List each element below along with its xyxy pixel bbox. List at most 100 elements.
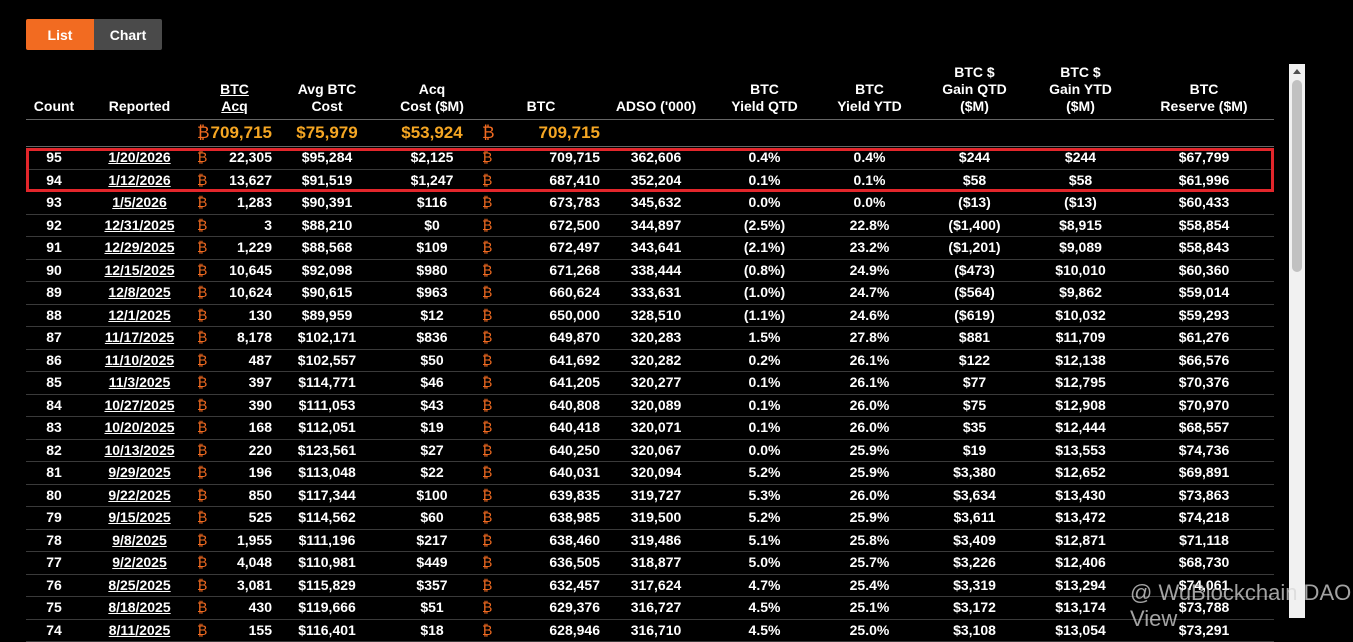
cell-yield-qtd: 0.1% bbox=[712, 416, 817, 440]
cell-gain-qtd: ($1,201) bbox=[922, 236, 1027, 260]
cell-avg-cost: $114,771 bbox=[272, 371, 382, 395]
reported-date-link[interactable]: 10/20/2025 bbox=[104, 419, 175, 435]
table-row: 90 12/15/2025 ₿ 10,645 $92,098 $980 ₿ 671,268 33… bbox=[26, 259, 1274, 282]
cell-btc-acq: ₿ 220 bbox=[197, 439, 272, 462]
reported-date-link[interactable]: 12/8/2025 bbox=[108, 284, 171, 300]
cell-adso: 319,486 bbox=[600, 529, 712, 552]
cell-adso: 320,071 bbox=[600, 416, 712, 440]
reported-date-link[interactable]: 1/12/2026 bbox=[108, 171, 171, 188]
cell-yield-qtd: (1.1%) bbox=[712, 304, 817, 327]
cell-btc-acq: ₿ 3,081 bbox=[197, 574, 272, 597]
reported-date-link[interactable]: 8/11/2025 bbox=[108, 621, 171, 638]
cell-adso: 319,500 bbox=[600, 506, 712, 530]
column-header-btc-acq[interactable]: BTC Acq bbox=[197, 64, 272, 120]
cell-gain-qtd: ($564) bbox=[922, 281, 1027, 305]
cell-reserve: $74,736 bbox=[1134, 439, 1274, 462]
cell-btc-acq: ₿ 1,955 bbox=[197, 529, 272, 552]
reported-date-link[interactable]: 11/17/2025 bbox=[104, 329, 175, 345]
reported-date-link[interactable]: 11/10/2025 bbox=[104, 351, 175, 368]
cell-avg-cost: $111,053 bbox=[272, 394, 382, 417]
table-row: 92 12/31/2025 ₿ 3 $88,210 $0 ₿ 672,500 344,897 (2… bbox=[26, 214, 1274, 237]
reported-date-link[interactable]: 9/2/2025 bbox=[112, 554, 167, 570]
cell-btc: ₿ 649,870 bbox=[482, 326, 600, 350]
reported-date-link[interactable]: 10/27/2025 bbox=[104, 396, 175, 413]
table-row: 94 1/12/2026 ₿ 13,627 $91,519 $1,247 ₿ 687,410 3… bbox=[26, 169, 1274, 192]
cell-avg-cost: $113,048 bbox=[272, 461, 382, 485]
cell-adso: 362,606 bbox=[600, 146, 712, 170]
reported-date-link[interactable]: 11/3/2025 bbox=[108, 374, 171, 390]
cell-count: 76 bbox=[26, 574, 82, 597]
cell-acq-cost: $116 bbox=[382, 191, 482, 215]
cell-avg-cost: $90,391 bbox=[272, 191, 382, 215]
column-header-label: BTC bbox=[750, 81, 779, 97]
reported-date-link[interactable]: 12/31/2025 bbox=[104, 216, 175, 233]
cell-reserve: $59,293 bbox=[1134, 304, 1274, 327]
cell-acq-cost: $51 bbox=[382, 596, 482, 620]
cell-btc-acq: ₿ 22,305 bbox=[197, 146, 272, 170]
cell-reported: 8/25/2025 bbox=[82, 574, 197, 597]
bitcoin-icon: ₿ bbox=[197, 374, 208, 390]
cell-reported: 10/13/2025 bbox=[82, 439, 197, 462]
bitcoin-icon: ₿ bbox=[482, 261, 493, 278]
scrollbar-thumb[interactable] bbox=[1292, 80, 1302, 272]
cell-adso: 320,094 bbox=[600, 461, 712, 485]
scroll-up-arrow-icon[interactable] bbox=[1289, 64, 1305, 78]
reported-date-link[interactable]: 8/25/2025 bbox=[108, 576, 171, 593]
cell-yield-qtd: 0.2% bbox=[712, 349, 817, 372]
cell-btc: ₿ 629,376 bbox=[482, 596, 600, 620]
cell-count: 87 bbox=[26, 326, 82, 350]
column-header-count: Count bbox=[26, 64, 82, 120]
cell-avg-cost: $119,666 bbox=[272, 596, 382, 620]
bitcoin-icon: ₿ bbox=[197, 396, 208, 413]
cell-yield-ytd: 26.0% bbox=[817, 394, 922, 417]
cell-btc-acq: ₿ 13,627 bbox=[197, 169, 272, 192]
cell-count: 74 bbox=[26, 619, 82, 642]
cell-gain-ytd: $13,553 bbox=[1027, 439, 1134, 462]
bitcoin-icon: ₿ bbox=[197, 284, 208, 300]
column-header-label: ADSO ('000) bbox=[615, 98, 697, 114]
column-header-label: ($M) bbox=[1066, 98, 1095, 114]
cell-btc-acq: ₿ 1,283 bbox=[197, 191, 272, 215]
cell-acq-cost: $357 bbox=[382, 574, 482, 597]
reported-date-link[interactable]: 9/15/2025 bbox=[108, 509, 171, 525]
cell-gain-ytd: $244 bbox=[1027, 146, 1134, 170]
reported-date-link[interactable]: 10/13/2025 bbox=[104, 441, 175, 458]
cell-yield-ytd: 27.8% bbox=[817, 326, 922, 350]
cell-reserve: $68,557 bbox=[1134, 416, 1274, 440]
bitcoin-icon: ₿ bbox=[197, 441, 208, 458]
cell-btc-acq: ₿ 155 bbox=[197, 619, 272, 642]
cell-btc: ₿ 673,783 bbox=[482, 191, 600, 215]
reported-date-link[interactable]: 12/1/2025 bbox=[108, 306, 171, 323]
reported-date-link[interactable]: 1/20/2026 bbox=[108, 149, 171, 165]
bitcoin-icon: ₿ bbox=[482, 599, 493, 615]
cell-reserve: $69,891 bbox=[1134, 461, 1274, 485]
column-header-gain-qtd: BTC $ Gain QTD ($M) bbox=[922, 64, 1027, 120]
cell-gain-qtd: $3,380 bbox=[922, 461, 1027, 485]
totals-acq-cost: $53,924 bbox=[382, 119, 482, 147]
cell-adso: 320,277 bbox=[600, 371, 712, 395]
chart-tab-button[interactable]: Chart bbox=[94, 19, 162, 50]
bitcoin-icon: ₿ bbox=[482, 374, 493, 390]
bitcoin-icon: ₿ bbox=[197, 486, 208, 503]
bitcoin-icon: ₿ bbox=[482, 509, 493, 525]
cell-reserve: $66,576 bbox=[1134, 349, 1274, 372]
column-header-acq-cost: Acq Cost ($M) bbox=[382, 64, 482, 120]
list-tab-button[interactable]: List bbox=[26, 19, 94, 50]
totals-btc-acq: ₿ 709,715 bbox=[197, 119, 272, 147]
bitcoin-icon: ₿ bbox=[197, 239, 208, 255]
cell-count: 84 bbox=[26, 394, 82, 417]
reported-date-link[interactable]: 12/29/2025 bbox=[104, 239, 175, 255]
cell-avg-cost: $116,401 bbox=[272, 619, 382, 642]
reported-date-link[interactable]: 9/8/2025 bbox=[112, 531, 167, 548]
reported-date-link[interactable]: 8/18/2025 bbox=[108, 599, 171, 615]
reported-date-link[interactable]: 1/5/2026 bbox=[112, 194, 167, 210]
reported-date-link[interactable]: 9/29/2025 bbox=[108, 464, 171, 480]
cell-gain-qtd: $3,172 bbox=[922, 596, 1027, 620]
reported-date-link[interactable]: 12/15/2025 bbox=[104, 261, 175, 278]
reported-date-link[interactable]: 9/22/2025 bbox=[108, 486, 171, 503]
cell-reserve: $73,863 bbox=[1134, 484, 1274, 507]
cell-reported: 9/8/2025 bbox=[82, 529, 197, 552]
cell-btc-acq: ₿ 10,645 bbox=[197, 259, 272, 282]
bitcoin-icon: ₿ bbox=[482, 554, 493, 570]
cell-yield-ytd: 25.4% bbox=[817, 574, 922, 597]
